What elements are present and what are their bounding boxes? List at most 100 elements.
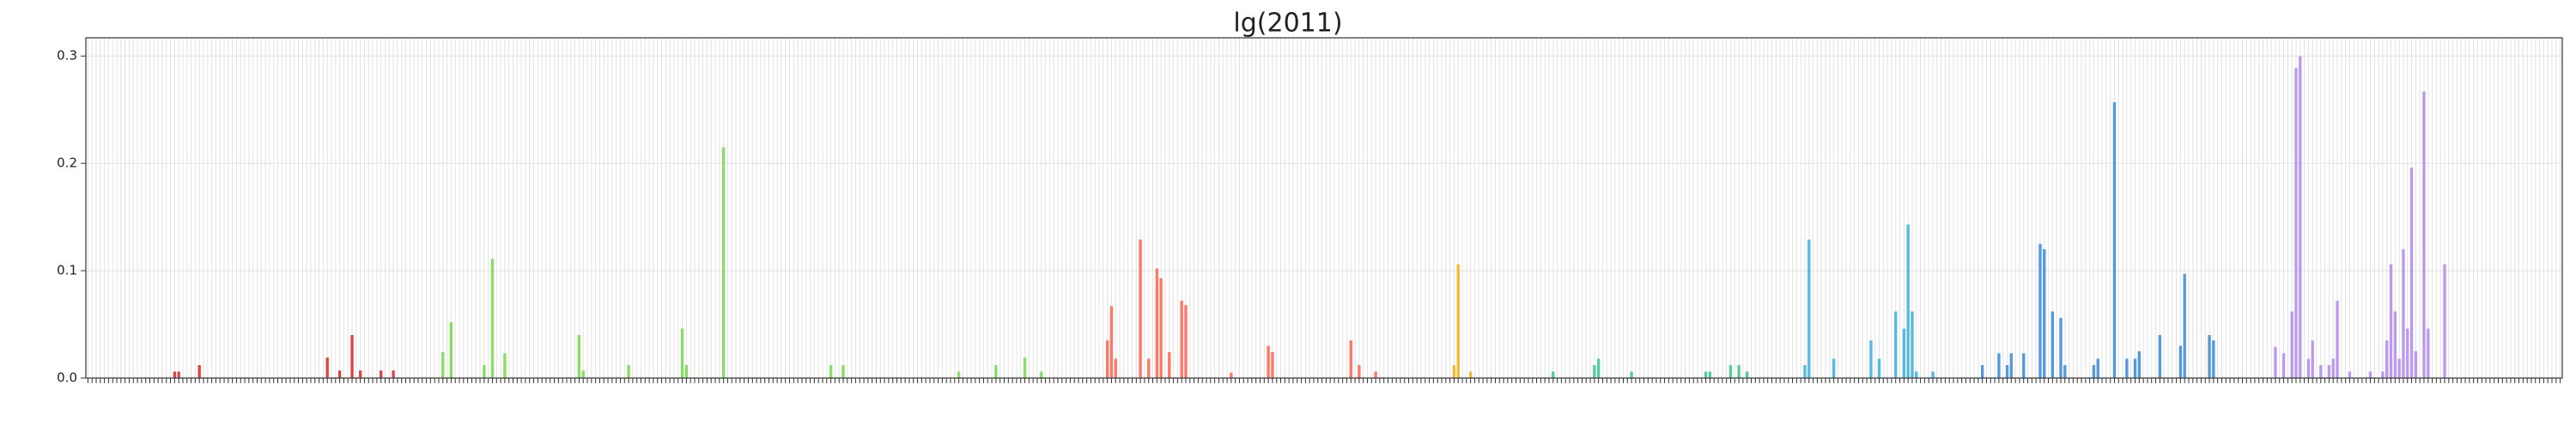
bar — [1931, 371, 1935, 378]
bar — [2294, 67, 2298, 379]
bar — [197, 365, 201, 378]
bar — [2402, 249, 2405, 378]
bar — [841, 365, 845, 378]
bar — [1168, 352, 1171, 378]
bar — [2038, 243, 2042, 378]
bar — [2414, 351, 2418, 378]
bar — [994, 365, 998, 378]
bar — [684, 365, 689, 378]
bar — [449, 322, 453, 378]
bar — [173, 371, 177, 378]
bar — [2422, 91, 2426, 378]
bar — [1109, 306, 1114, 378]
bar — [337, 370, 342, 378]
bar — [829, 365, 833, 378]
bar — [2406, 328, 2409, 378]
bar — [2311, 340, 2314, 378]
bar — [627, 365, 630, 378]
bar — [1593, 365, 1596, 378]
bar — [1456, 264, 1460, 378]
bar — [2331, 358, 2335, 378]
bar — [2327, 365, 2331, 378]
bar — [2212, 340, 2215, 378]
bar — [581, 370, 585, 378]
bar — [1803, 365, 1807, 378]
bar — [1877, 358, 1881, 378]
y-tick-label: 0.0 — [57, 370, 77, 386]
bar — [1869, 340, 1873, 378]
bar — [2059, 318, 2063, 378]
chart-title: lg(2011) — [1233, 9, 1342, 39]
bar — [392, 370, 395, 378]
bar — [1358, 365, 1361, 378]
bar — [1374, 371, 1377, 378]
bar — [1159, 277, 1163, 378]
bar — [1630, 371, 1633, 378]
bar — [1737, 365, 1741, 378]
y-tick-label: 0.3 — [57, 48, 77, 64]
bar — [2125, 358, 2129, 378]
bar — [1704, 371, 1708, 378]
bar — [379, 370, 383, 378]
bar — [177, 371, 180, 378]
bar — [2208, 335, 2211, 378]
bar — [1746, 371, 1749, 378]
bar — [2137, 351, 2141, 378]
bar — [2290, 311, 2293, 378]
bar — [350, 335, 354, 378]
bar — [325, 357, 329, 378]
bar — [2274, 346, 2277, 378]
bar — [1596, 358, 1601, 378]
bar — [1155, 268, 1159, 378]
plot-frame — [85, 37, 2563, 379]
bar — [2389, 264, 2393, 378]
bar — [483, 365, 486, 378]
bar — [2050, 311, 2055, 378]
bar — [1452, 365, 1456, 378]
bar — [2443, 264, 2446, 378]
bar — [2385, 340, 2389, 378]
bar — [1114, 358, 1117, 378]
bar — [2319, 365, 2323, 378]
bar — [1915, 371, 1918, 378]
bar — [1911, 311, 1914, 378]
bar — [2348, 371, 2352, 378]
bar — [2281, 353, 2286, 378]
bar — [2112, 101, 2117, 378]
bar — [2133, 358, 2137, 378]
bar — [1894, 311, 1898, 378]
bar — [1349, 340, 1352, 378]
bar — [2178, 345, 2183, 378]
bar — [1728, 365, 1733, 378]
bar — [1184, 305, 1188, 378]
y-tick-label: 0.2 — [57, 156, 77, 171]
bar — [2063, 365, 2067, 378]
bar — [2393, 311, 2397, 378]
bar — [2092, 365, 2096, 378]
bar — [2009, 353, 2013, 378]
y-tick-label: 0.1 — [57, 263, 77, 278]
bar — [1271, 352, 1274, 378]
bar — [577, 335, 581, 378]
bar — [1230, 372, 1233, 378]
bar — [2368, 371, 2372, 378]
bar — [1105, 340, 1109, 378]
bar — [1906, 224, 1910, 378]
bar — [2397, 358, 2401, 378]
bar — [1708, 371, 1712, 378]
bar — [1023, 357, 1027, 378]
bar — [1267, 345, 1270, 378]
bar — [1147, 358, 1151, 378]
bar — [441, 352, 445, 378]
bar — [1832, 358, 1836, 378]
bar — [2005, 365, 2009, 378]
bar — [490, 259, 495, 378]
bar — [2183, 273, 2186, 378]
bar — [1468, 371, 1473, 378]
bar — [2096, 358, 2099, 378]
bar — [721, 147, 726, 378]
bar — [503, 353, 507, 378]
bar — [957, 371, 961, 378]
